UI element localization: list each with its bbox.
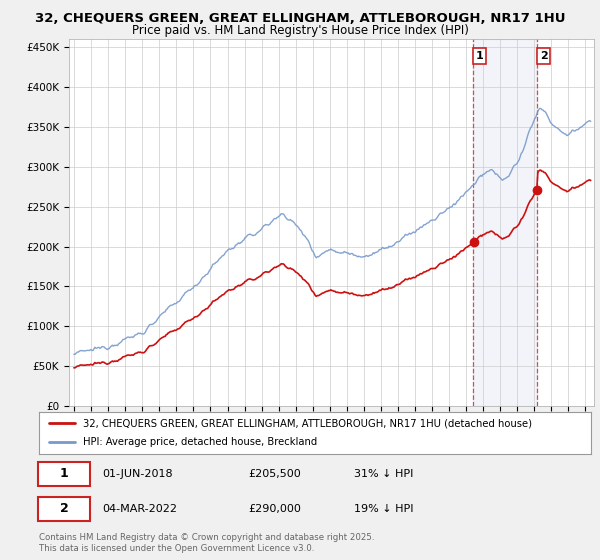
- Text: 1: 1: [476, 51, 484, 61]
- Text: 01-JUN-2018: 01-JUN-2018: [103, 469, 173, 479]
- Text: £290,000: £290,000: [249, 504, 302, 514]
- FancyBboxPatch shape: [38, 497, 91, 521]
- Text: 2: 2: [60, 502, 69, 515]
- Text: 19% ↓ HPI: 19% ↓ HPI: [353, 504, 413, 514]
- Text: Contains HM Land Registry data © Crown copyright and database right 2025.
This d: Contains HM Land Registry data © Crown c…: [39, 533, 374, 553]
- Text: 32, CHEQUERS GREEN, GREAT ELLINGHAM, ATTLEBOROUGH, NR17 1HU (detached house): 32, CHEQUERS GREEN, GREAT ELLINGHAM, ATT…: [83, 418, 532, 428]
- Bar: [473, 39, 537, 406]
- FancyBboxPatch shape: [38, 462, 91, 486]
- Text: £205,500: £205,500: [249, 469, 302, 479]
- Text: 1: 1: [60, 468, 69, 480]
- Text: 32, CHEQUERS GREEN, GREAT ELLINGHAM, ATTLEBOROUGH, NR17 1HU: 32, CHEQUERS GREEN, GREAT ELLINGHAM, ATT…: [35, 12, 565, 25]
- Text: 2: 2: [540, 51, 548, 61]
- Text: HPI: Average price, detached house, Breckland: HPI: Average price, detached house, Brec…: [83, 437, 317, 447]
- Text: 31% ↓ HPI: 31% ↓ HPI: [353, 469, 413, 479]
- Text: Price paid vs. HM Land Registry's House Price Index (HPI): Price paid vs. HM Land Registry's House …: [131, 24, 469, 37]
- Text: 04-MAR-2022: 04-MAR-2022: [103, 504, 178, 514]
